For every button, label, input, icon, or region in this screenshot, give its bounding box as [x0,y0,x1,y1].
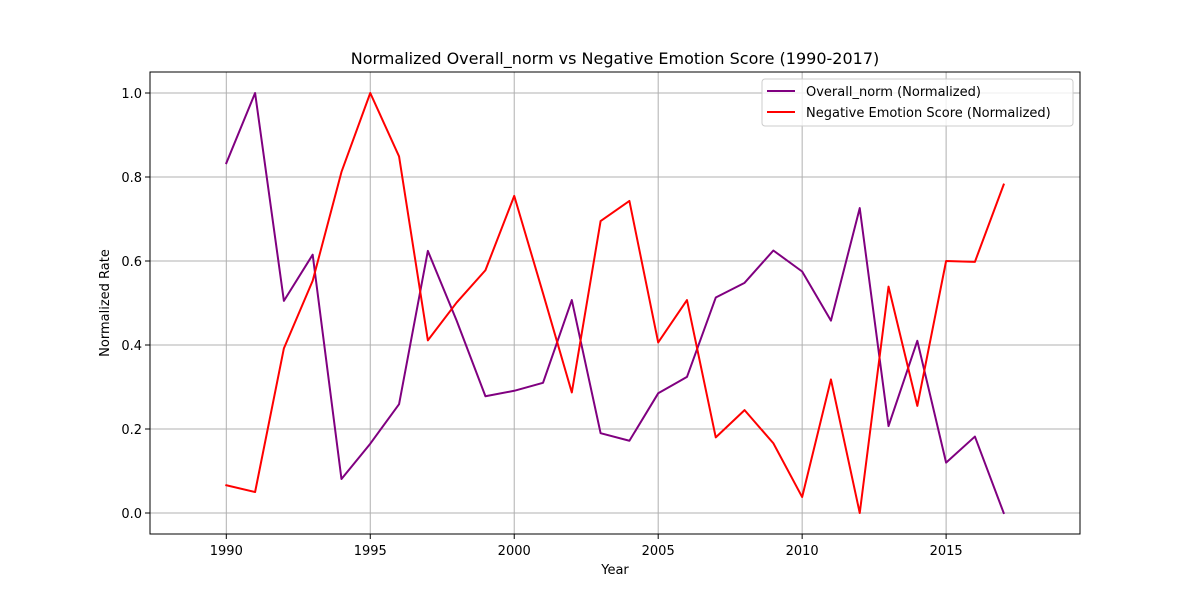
legend: Overall_norm (Normalized) Negative Emoti… [761,78,1074,127]
x-tick-label: 2005 [642,544,675,559]
chart-title: Normalized Overall_norm vs Negative Emot… [351,49,880,69]
legend-label-negative: Negative Emotion Score (Normalized) [806,106,1051,121]
y-tick-label: 0.6 [121,255,142,270]
series-layer [224,92,1005,515]
y-tick-label: 0.8 [121,171,142,186]
y-tick-label: 0.2 [121,423,142,438]
x-tick-label: 2010 [786,544,819,559]
plot-area [150,72,1080,534]
x-tick-label: 1995 [354,544,387,559]
y-axis-label: Normalized Rate [98,249,113,357]
legend-box [761,78,1074,127]
plot-frame [149,71,1081,535]
grid [150,72,1080,534]
y-tick-label: 1.0 [121,87,142,102]
series-line-overall-norm [224,92,1005,515]
series-line-negative-emotion [225,92,1005,514]
x-tick-label: 2000 [498,544,531,559]
x-tick-label: 1990 [210,544,243,559]
x-tick-label: 2015 [930,544,963,559]
y-axis-ticks: 0.0 0.2 0.4 0.6 0.8 1.0 [121,87,150,522]
legend-label-overall: Overall_norm (Normalized) [806,85,981,100]
y-tick-label: 0.4 [121,339,142,354]
x-axis-ticks: 1990 1995 2000 2005 2010 2015 [210,534,963,559]
x-axis-label: Year [600,563,629,578]
y-tick-label: 0.0 [121,507,142,522]
